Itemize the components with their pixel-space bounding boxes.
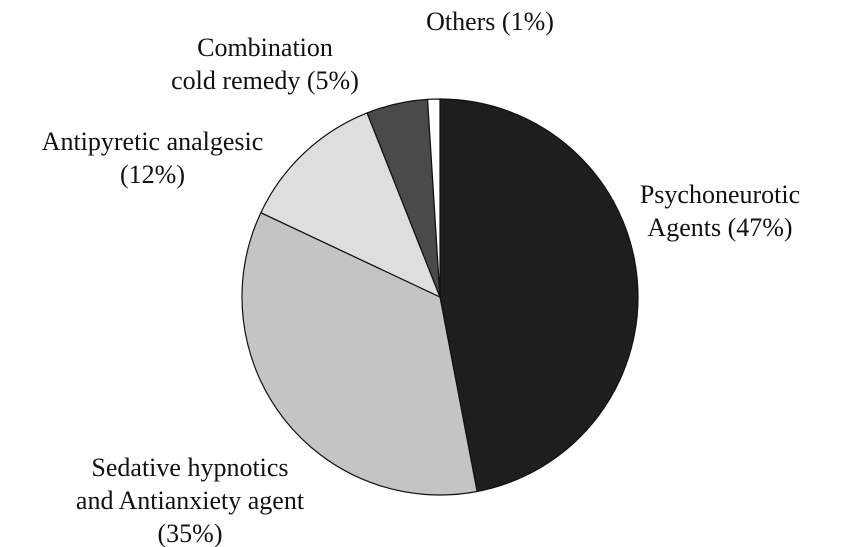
slice-label: Antipyretic analgesic (12%) (0, 125, 305, 191)
pie-slice (426, 98, 441, 298)
category-label: Psychoneurotic Agents (639, 180, 801, 242)
slice-label: Sedative hypnotics and Antianxiety agent… (20, 451, 360, 547)
value-label: (1%) (501, 7, 554, 36)
pie-slice (241, 211, 478, 496)
slice-label: Combination cold remedy (5%) (140, 31, 390, 97)
value-label: (35%) (157, 519, 223, 547)
slice-label: Others (1%) (380, 5, 600, 38)
value-label: (12%) (120, 160, 185, 189)
category-label: Others (426, 7, 496, 36)
slice-label: Psychoneurotic Agents (47%) (590, 178, 849, 244)
value-label: (5%) (306, 66, 359, 95)
category-label: Sedative hypnotics and Antianxiety agent (75, 453, 305, 515)
category-label: Antipyretic analgesic (41, 127, 264, 156)
pie-slice (439, 98, 639, 493)
pie-slice (260, 112, 442, 299)
value-label: (47%) (727, 213, 793, 242)
category-label: Combination cold remedy (171, 33, 333, 95)
